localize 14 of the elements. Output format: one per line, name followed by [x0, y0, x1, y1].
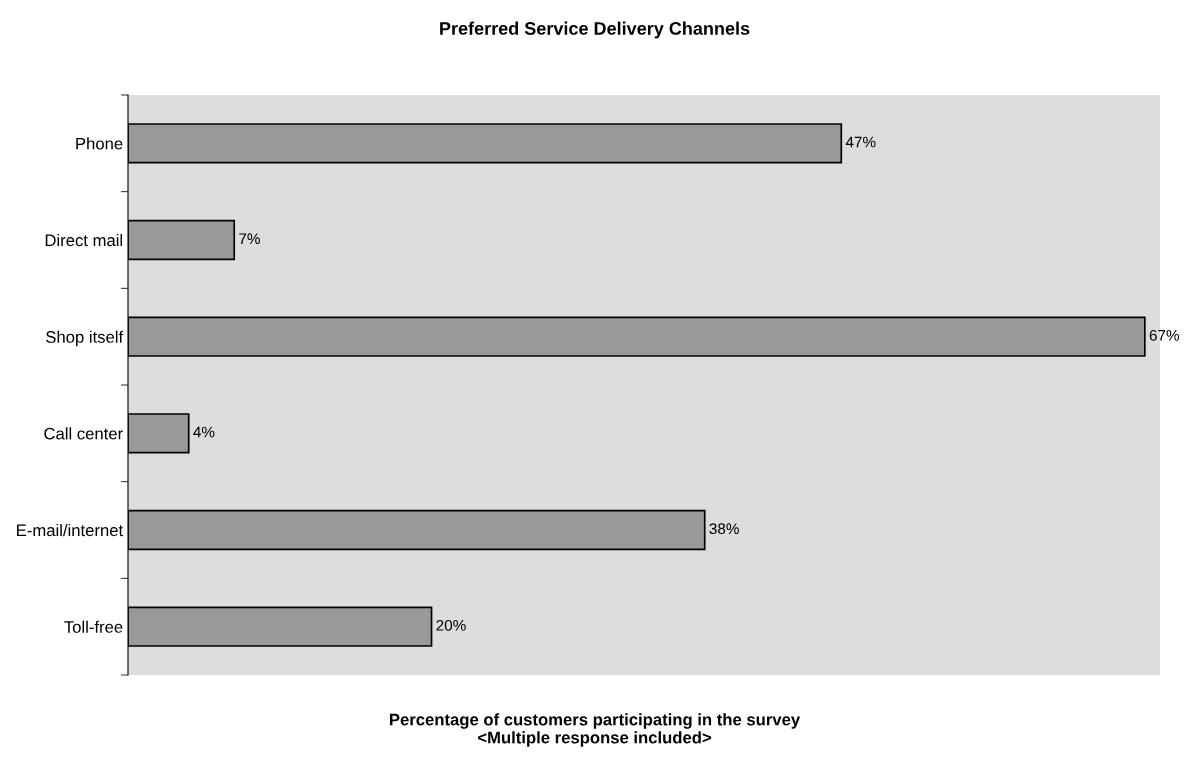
y-tick-label: Toll-free — [64, 620, 123, 633]
y-tick-label: Shop itself — [46, 330, 124, 347]
y-tick-label: Phone — [76, 137, 123, 150]
data-label: 67% — [1149, 329, 1180, 341]
data-label: 7% — [239, 233, 260, 245]
data-label: 47% — [845, 136, 876, 148]
data-label: 20% — [436, 619, 466, 631]
chart-title: Preferred Service Delivery Channels — [440, 21, 750, 39]
data-label: 4% — [193, 426, 215, 438]
data-label: 38% — [709, 523, 739, 535]
x-axis-title: Percentage of customers participating in the survey <Multiple response included> — [390, 713, 801, 747]
y-tick-label: Direct mail — [45, 233, 123, 247]
y-tick-label: E-mail/internet — [17, 523, 124, 537]
y-tick-label: Call center — [44, 427, 123, 440]
